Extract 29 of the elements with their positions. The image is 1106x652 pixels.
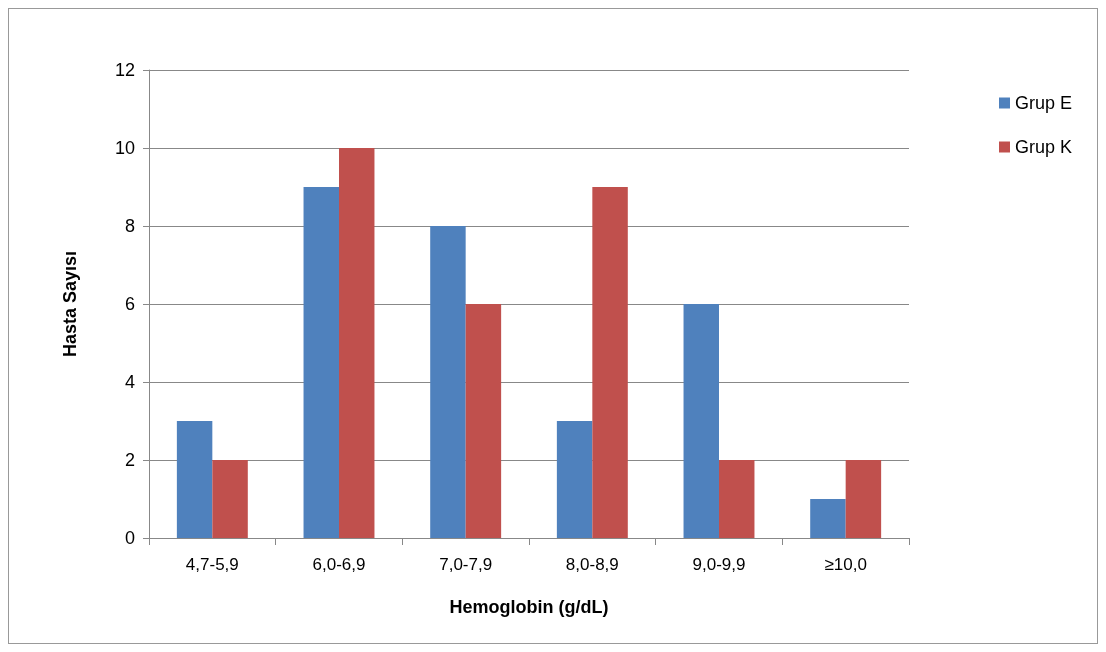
- x-axis-title: Hemoglobin (g/dL): [449, 597, 609, 617]
- bar: [339, 148, 375, 538]
- legend-label: Grup K: [1014, 137, 1073, 157]
- x-tick-label: ≥10,0: [824, 555, 867, 574]
- bar: [465, 304, 502, 538]
- legend-label: Grup E: [1014, 93, 1073, 113]
- bar: [592, 187, 628, 538]
- x-tick-label: 4,7-5,9: [185, 555, 239, 574]
- bar: [556, 421, 593, 538]
- bar: [845, 460, 882, 538]
- y-tick-label: 10: [114, 138, 135, 158]
- bar: [176, 421, 213, 538]
- y-tick-label: 0: [124, 528, 135, 548]
- bar: [810, 499, 846, 538]
- bar: [683, 304, 719, 538]
- bar: [303, 187, 339, 538]
- y-tick-label: 6: [124, 294, 135, 314]
- y-tick-label: 8: [124, 216, 135, 236]
- y-axis-title: Hasta Sayısı: [60, 250, 80, 358]
- x-tick-label: 7,0-7,9: [439, 555, 493, 574]
- x-tick-label: 8,0-8,9: [565, 555, 619, 574]
- y-tick-label: 4: [124, 372, 135, 392]
- bar: [430, 226, 466, 538]
- y-tick-label: 12: [114, 60, 135, 80]
- x-tick-label: 9,0-9,9: [692, 555, 746, 574]
- y-tick-label: 2: [124, 450, 135, 470]
- x-tick-label: 6,0-6,9: [312, 555, 366, 574]
- bar: [212, 460, 248, 538]
- bar: [719, 460, 755, 538]
